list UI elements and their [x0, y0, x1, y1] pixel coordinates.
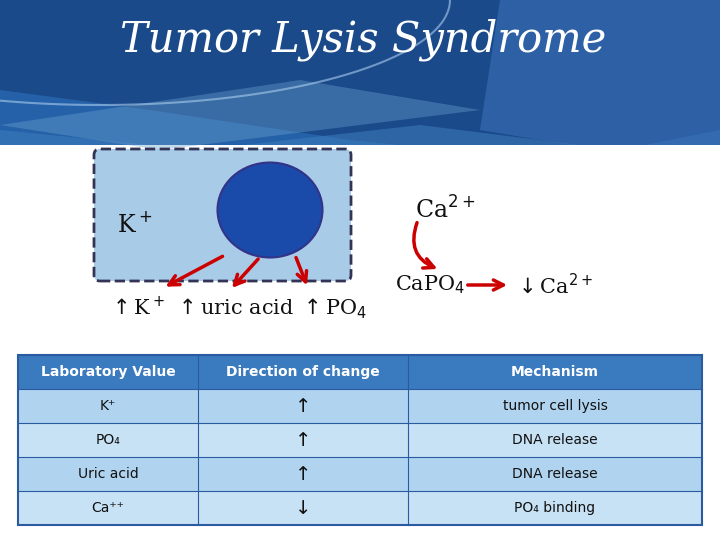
- Text: PO₄ binding: PO₄ binding: [514, 501, 595, 515]
- Text: ↑: ↑: [294, 396, 311, 415]
- Ellipse shape: [217, 163, 323, 258]
- Text: Direction of change: Direction of change: [226, 365, 380, 379]
- FancyBboxPatch shape: [18, 389, 702, 423]
- Text: Laboratory Value: Laboratory Value: [40, 365, 176, 379]
- FancyBboxPatch shape: [18, 457, 702, 491]
- Text: $\downarrow$Ca$^{2+}$: $\downarrow$Ca$^{2+}$: [514, 273, 593, 297]
- Text: Mechanism: Mechanism: [511, 365, 599, 379]
- Text: ↑: ↑: [294, 430, 311, 449]
- Text: DNA release: DNA release: [512, 467, 598, 481]
- Polygon shape: [0, 90, 720, 180]
- FancyBboxPatch shape: [18, 355, 702, 389]
- Text: ↑: ↑: [294, 464, 311, 483]
- Polygon shape: [0, 80, 480, 150]
- Text: K$^+$: K$^+$: [117, 213, 153, 238]
- FancyArrowPatch shape: [414, 222, 434, 268]
- Text: Ca⁺⁺: Ca⁺⁺: [91, 501, 125, 515]
- Text: $\uparrow$K$^+$ $\uparrow$uric acid $\uparrow$PO$_4$: $\uparrow$K$^+$ $\uparrow$uric acid $\up…: [108, 294, 367, 321]
- Text: Tumor Lysis Syndrome: Tumor Lysis Syndrome: [120, 19, 606, 61]
- FancyBboxPatch shape: [18, 423, 702, 457]
- FancyBboxPatch shape: [18, 491, 702, 525]
- Text: PO₄: PO₄: [96, 433, 120, 447]
- Polygon shape: [0, 145, 720, 540]
- Text: CaPO$_4$: CaPO$_4$: [395, 274, 465, 296]
- Text: DNA release: DNA release: [512, 433, 598, 447]
- Text: Uric acid: Uric acid: [78, 467, 138, 481]
- Text: Ca$^{2+}$: Ca$^{2+}$: [415, 197, 475, 224]
- Text: ↓: ↓: [294, 498, 311, 517]
- Polygon shape: [480, 0, 720, 180]
- Polygon shape: [0, 125, 720, 180]
- Text: K⁺: K⁺: [100, 399, 116, 413]
- Polygon shape: [0, 0, 720, 180]
- FancyBboxPatch shape: [94, 149, 351, 281]
- Text: tumor cell lysis: tumor cell lysis: [503, 399, 608, 413]
